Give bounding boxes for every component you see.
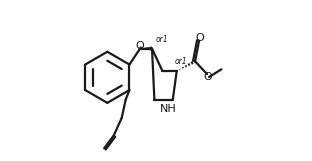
Text: O: O	[196, 33, 204, 43]
Polygon shape	[141, 47, 152, 50]
Text: or1: or1	[155, 35, 168, 44]
Text: or1: or1	[175, 57, 188, 66]
Text: NH: NH	[160, 104, 176, 114]
Text: O: O	[203, 71, 212, 81]
Text: O: O	[136, 41, 144, 51]
